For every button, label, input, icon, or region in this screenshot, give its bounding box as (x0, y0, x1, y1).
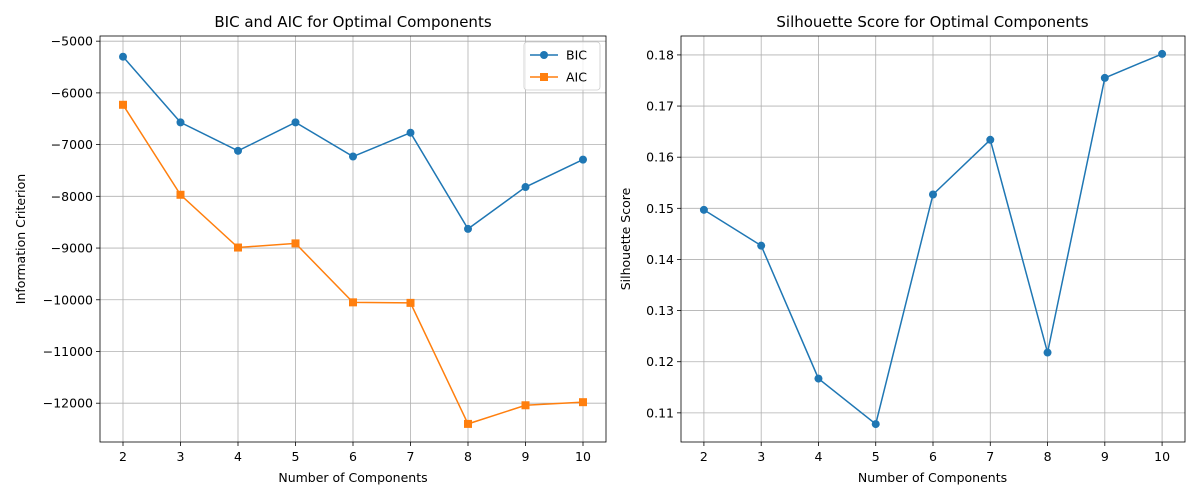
aic-point (464, 419, 472, 428)
x-tick-label: 6 (929, 449, 937, 464)
aic-point (291, 239, 300, 248)
series-1-point (986, 135, 995, 144)
grid (100, 36, 606, 442)
bic-point (349, 152, 357, 161)
legend-marker-bic (540, 51, 548, 59)
y-tick-label: −8000 (51, 189, 93, 204)
aic-point (234, 243, 242, 252)
x-tick-label: 4 (814, 449, 822, 464)
y-tick-label: 0.15 (646, 201, 674, 216)
y-tick-label: 0.13 (646, 303, 674, 318)
y-axis-label: Information Criterion (13, 174, 28, 304)
y-tick-label: 0.11 (646, 405, 674, 420)
x-tick-label: 2 (700, 449, 708, 464)
x-axis-label: Number of Components (278, 470, 427, 485)
series-1-point (1100, 73, 1109, 82)
y-tick-label: −9000 (51, 241, 93, 256)
y-tick-label: 0.16 (646, 150, 674, 165)
x-axis-ticks: 2 3 4 5 6 7 8 9 10 (700, 442, 1170, 464)
y-tick-label: −12000 (43, 396, 93, 411)
series-1-point (1043, 348, 1052, 357)
x-tick-label: 10 (1154, 449, 1170, 464)
series-1-point (871, 420, 880, 429)
y-axis-ticks: −12000 −11000 −10000 −9000 −8000 −7000 −6000 −5… (43, 34, 100, 411)
x-tick-label: 10 (575, 449, 591, 464)
y-tick-label: −11000 (43, 344, 93, 359)
legend-marker-aic (540, 73, 548, 81)
aic-point (176, 190, 185, 199)
x-tick-label: 9 (522, 449, 530, 464)
x-tick-label: 5 (872, 449, 880, 464)
aic-point (521, 401, 530, 410)
x-tick-label: 8 (1044, 449, 1052, 464)
bic-point (291, 118, 300, 127)
bic-point (234, 146, 242, 155)
x-tick-label: 6 (349, 449, 357, 464)
aic-point (119, 100, 127, 109)
series-1-point (757, 241, 766, 250)
bic-point (176, 118, 185, 127)
y-tick-label: −7000 (51, 137, 93, 152)
bic-aic-chart: BIC and AIC for Optimal Components 2 3 4 5 6… (13, 13, 607, 485)
y-tick-label: 0.18 (646, 47, 674, 62)
series-lines (119, 52, 587, 428)
series-lines (699, 49, 1167, 429)
y-axis-label: Silhouette Score (618, 187, 633, 290)
bic-point (119, 52, 127, 61)
aic-point (349, 298, 357, 307)
x-axis-label: Number of Components (858, 470, 1007, 485)
legend: BIC AIC (523, 41, 601, 91)
bic-point (521, 183, 530, 192)
aic-point (579, 398, 587, 407)
y-tick-label: −6000 (51, 85, 93, 100)
x-tick-label: 3 (757, 449, 765, 464)
legend-label-aic: AIC (566, 70, 587, 85)
legend-label-bic: BIC (566, 48, 587, 63)
bic-point (464, 224, 472, 233)
y-tick-label: −5000 (51, 34, 93, 49)
aic-point (406, 298, 415, 307)
x-axis-ticks: 2 3 4 5 6 7 8 9 10 (119, 442, 591, 464)
y-tick-label: 0.17 (646, 99, 674, 114)
x-tick-label: 7 (986, 449, 994, 464)
x-tick-label: 9 (1101, 449, 1109, 464)
series-1-point (699, 205, 708, 214)
y-axis-ticks: 0.11 0.12 0.13 0.14 0.15 0.16 0.17 0.18 (646, 47, 681, 420)
y-tick-label: −10000 (43, 292, 93, 307)
grid (681, 36, 1185, 442)
x-tick-label: 2 (119, 449, 127, 464)
chart-title: Silhouette Score for Optimal Components (776, 13, 1088, 31)
chart-title: BIC and AIC for Optimal Components (214, 13, 491, 31)
silhouette-chart: Silhouette Score for Optimal Components … (618, 13, 1186, 485)
x-tick-label: 7 (407, 449, 415, 464)
y-tick-label: 0.12 (646, 354, 674, 369)
legend-box (523, 41, 601, 91)
series-1-point (1158, 49, 1167, 58)
x-tick-label: 3 (177, 449, 185, 464)
series-1-point (814, 374, 823, 383)
series-1-point (929, 190, 937, 199)
x-tick-label: 5 (292, 449, 300, 464)
bic-point (406, 128, 415, 137)
x-tick-label: 4 (234, 449, 242, 464)
y-tick-label: 0.14 (646, 252, 674, 267)
bic-point (579, 155, 587, 164)
x-tick-label: 8 (464, 449, 472, 464)
